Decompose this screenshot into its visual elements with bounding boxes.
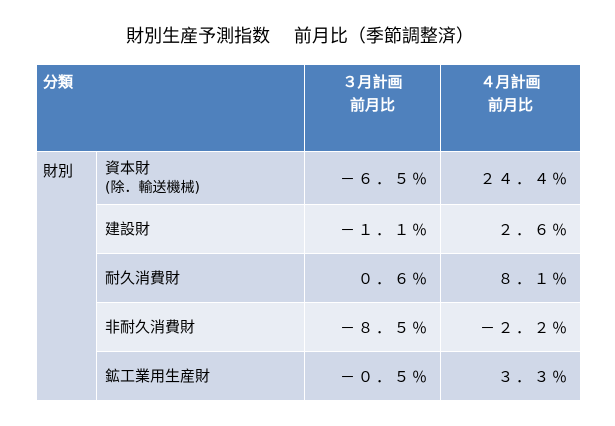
row-april-value: ３．３％ (440, 351, 582, 401)
row-april-value: －２．２％ (440, 302, 582, 352)
row-item-sublabel: (除．輸送機械) (105, 180, 200, 196)
page-title: 財別生産予測指数 前月比（季節調整済） (126, 26, 474, 47)
row-march-value: －０．５％ (304, 351, 442, 401)
row-item: 資本財 (除．輸送機械) (95, 151, 306, 205)
row-item-label: 建設財 (95, 204, 306, 254)
header-category: 分類 (35, 64, 306, 152)
header-march: ３月計画 前月比 (304, 64, 442, 152)
table-row: 建設財 －１．１％ ２．６％ (37, 204, 582, 254)
group-label: 財別 (36, 151, 97, 401)
table-row: 鉱工業用生産財 －０．５％ ３．３％ (37, 351, 582, 401)
header-april: ４月計画 前月比 (440, 64, 582, 152)
forecast-table: 分類 ３月計画 前月比 ４月計画 前月比 財別 資本財 (除．輸送機械) －６．… (35, 64, 582, 401)
row-march-value: －１．１％ (304, 204, 442, 254)
row-april-value: ２．６％ (440, 204, 582, 254)
table-row: 財別 資本財 (除．輸送機械) －６．５％ ２４．４％ (36, 151, 582, 401)
row-march-value: ０．６％ (304, 253, 442, 303)
header-april-line2: 前月比 (488, 96, 534, 114)
table-row: 非耐久消費財 －８．５％ －２．２％ (37, 302, 582, 352)
header-march-line1: ３月計画 (342, 73, 403, 91)
row-item-label: 鉱工業用生産財 (95, 351, 306, 401)
table-row: 耐久消費財 ０．６％ ８．１％ (37, 253, 582, 303)
header-april-line1: ４月計画 (480, 73, 541, 91)
row-march-value: －８．５％ (304, 302, 442, 352)
row-april-value: ２４．４％ (440, 151, 582, 205)
table-header-row: 分類 ３月計画 前月比 ４月計画 前月比 (35, 64, 582, 152)
row-march-value: －６．５％ (304, 151, 442, 205)
header-march-line2: 前月比 (350, 96, 396, 114)
row-item-label: 資本財 (105, 159, 151, 177)
row-april-value: ８．１％ (440, 253, 582, 303)
row-item-label: 耐久消費財 (95, 253, 306, 303)
row-item-label: 非耐久消費財 (95, 302, 306, 352)
